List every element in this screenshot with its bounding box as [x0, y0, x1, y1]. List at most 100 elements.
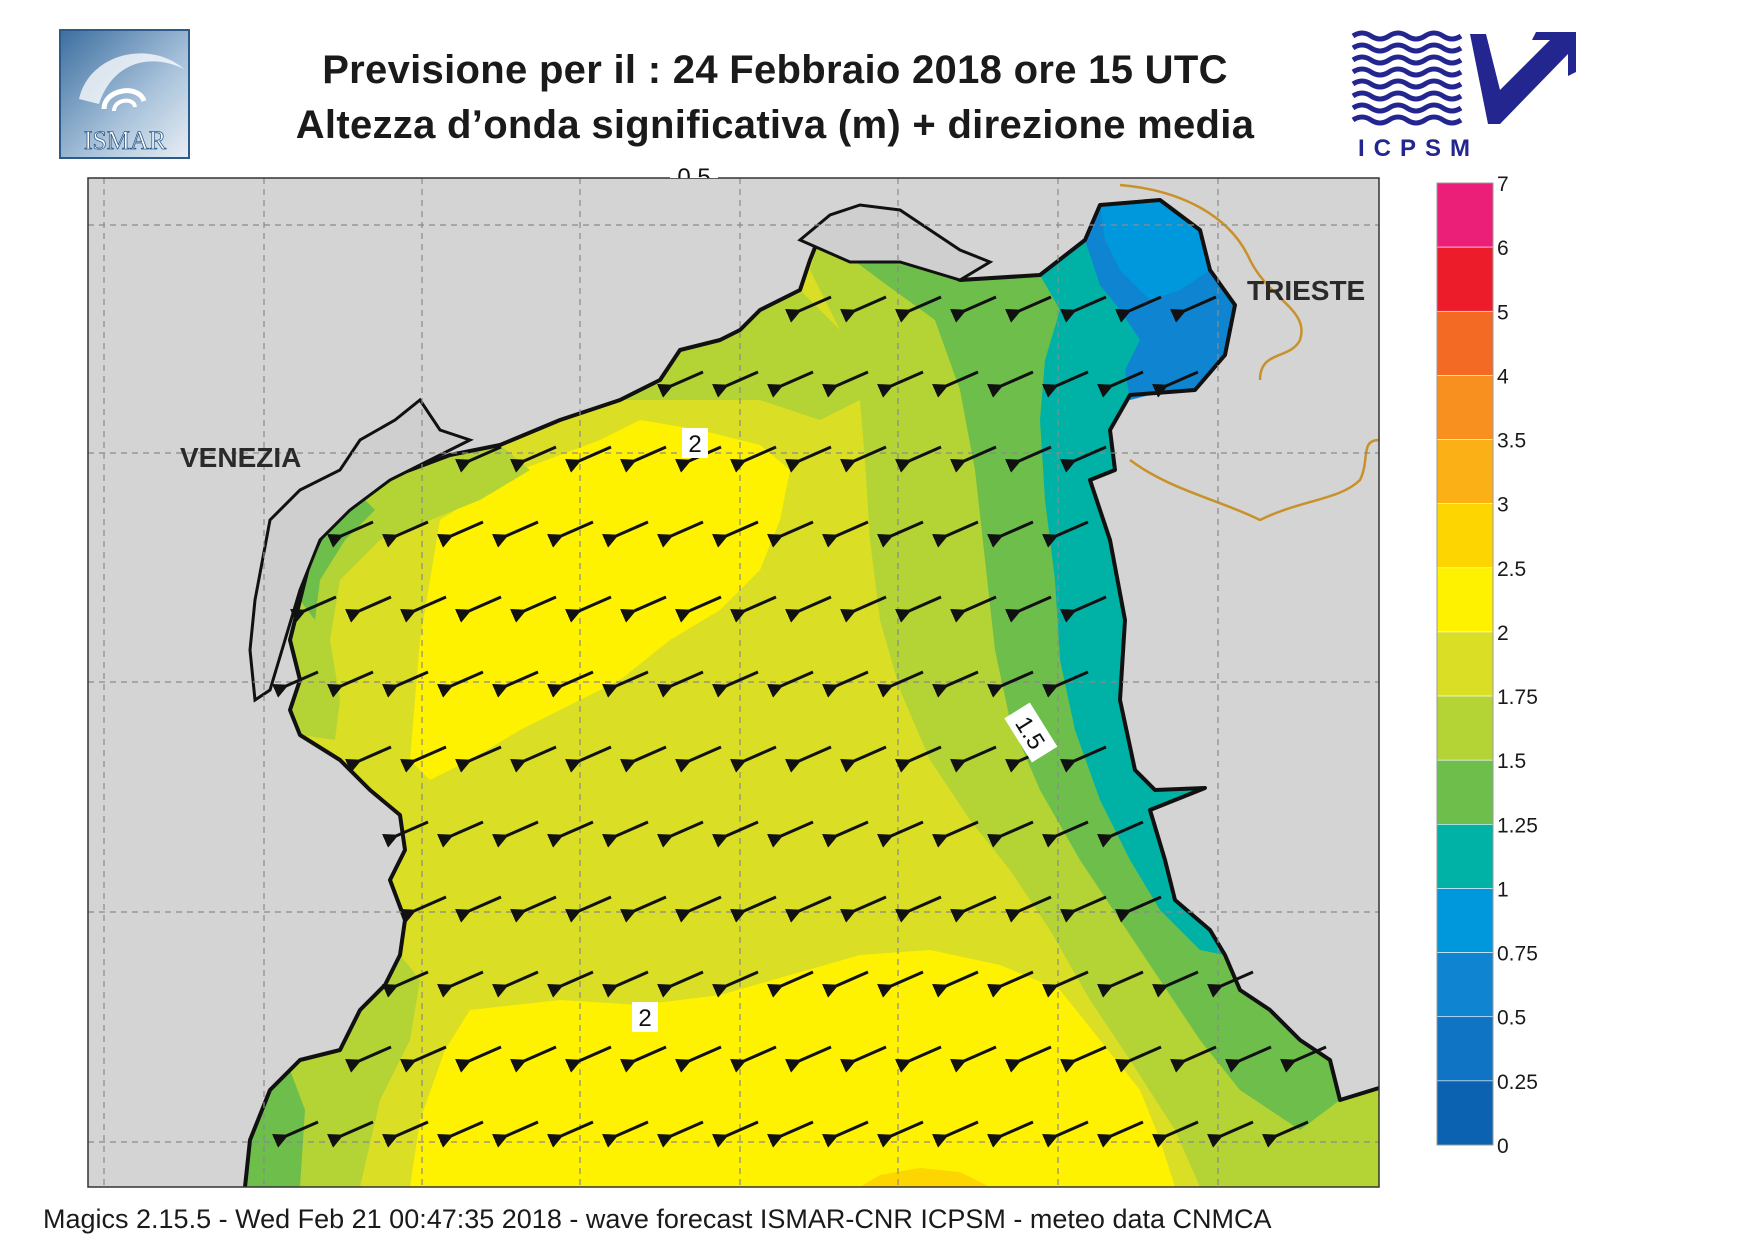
colorbar-swatch	[1436, 824, 1494, 889]
direction-arrow	[986, 520, 1034, 548]
direction-arrow	[1041, 520, 1089, 548]
variable-title: Altezza d’onda significativa (m) + direz…	[295, 103, 1255, 147]
direction-arrow	[894, 1045, 942, 1073]
ismar-logo-text: ISMAR	[84, 126, 167, 155]
direction-arrow	[1004, 895, 1052, 923]
direction-arrow	[1004, 595, 1052, 623]
direction-arrow	[344, 1045, 392, 1073]
map-frame	[87, 177, 1380, 1188]
direction-arrow	[326, 520, 374, 548]
direction-arrow	[436, 1120, 484, 1148]
direction-arrow	[821, 370, 869, 398]
direction-arrow	[491, 970, 539, 998]
direction-arrow	[674, 895, 722, 923]
direction-arrow	[271, 670, 319, 698]
direction-arrow	[876, 1120, 924, 1148]
svg-text:2: 2	[688, 431, 701, 458]
direction-arrow	[619, 745, 667, 773]
direction-arrow	[546, 820, 594, 848]
direction-arrow	[1151, 370, 1199, 398]
colorbar-tick-label: 2	[1497, 622, 1509, 645]
grado-lagoon	[797, 203, 994, 282]
direction-arrow	[601, 520, 649, 548]
direction-arrow	[1059, 295, 1107, 323]
direction-arrow	[894, 895, 942, 923]
direction-arrow	[399, 1045, 447, 1073]
direction-arrow	[839, 895, 887, 923]
direction-arrow	[454, 595, 502, 623]
direction-arrow	[949, 595, 997, 623]
direction-arrow	[546, 970, 594, 998]
direction-arrow	[729, 1045, 777, 1073]
direction-arrow	[1059, 895, 1107, 923]
direction-arrow	[986, 670, 1034, 698]
direction-arrow	[344, 595, 392, 623]
direction-arrow	[821, 520, 869, 548]
direction-arrow	[564, 1045, 612, 1073]
colorbar-tick-label: 3	[1497, 494, 1509, 517]
direction-arrow	[619, 445, 667, 473]
direction-arrow	[1004, 295, 1052, 323]
direction-arrow	[399, 595, 447, 623]
colorbar-tick-label: 1.5	[1497, 750, 1526, 773]
direction-arrow	[436, 820, 484, 848]
direction-arrow	[601, 1120, 649, 1148]
contour-label-2-south: 2	[632, 1002, 658, 1032]
direction-arrow	[876, 520, 924, 548]
direction-arrow	[436, 520, 484, 548]
colorbar-swatch	[1436, 952, 1494, 1018]
colorbar-tick-label: 1	[1497, 878, 1509, 901]
border-line	[1119, 183, 1379, 522]
direction-arrow	[986, 820, 1034, 848]
direction-arrow	[1059, 595, 1107, 623]
direction-arrow	[931, 820, 979, 848]
direction-arrow	[601, 670, 649, 698]
direction-arrow	[766, 370, 814, 398]
direction-arrow	[344, 745, 392, 773]
direction-arrow	[949, 445, 997, 473]
direction-arrow	[931, 970, 979, 998]
direction-arrow	[564, 745, 612, 773]
direction-arrow	[821, 820, 869, 848]
direction-arrow	[1224, 1045, 1272, 1073]
direction-arrow	[1041, 820, 1089, 848]
direction-arrow	[711, 520, 759, 548]
direction-arrow	[454, 745, 502, 773]
direction-arrow	[491, 670, 539, 698]
colorbar-swatch	[1436, 695, 1494, 761]
direction-arrow	[729, 895, 777, 923]
direction-arrow	[674, 745, 722, 773]
direction-arrow	[876, 670, 924, 698]
contour-label-1.5: 1.5	[1004, 702, 1058, 763]
direction-arrow	[876, 970, 924, 998]
direction-arrow	[766, 820, 814, 848]
direction-arrow	[454, 895, 502, 923]
direction-arrow	[491, 1120, 539, 1148]
direction-arrow	[986, 1120, 1034, 1148]
direction-arrow	[1114, 1045, 1162, 1073]
direction-arrow	[1059, 1045, 1107, 1073]
direction-arrow	[1096, 970, 1144, 998]
direction-arrow	[766, 670, 814, 698]
direction-arrow	[656, 970, 704, 998]
direction-arrow	[1004, 1045, 1052, 1073]
direction-arrow	[436, 970, 484, 998]
colorbar-swatch	[1436, 182, 1494, 248]
direction-arrow	[821, 970, 869, 998]
direction-arrow	[784, 595, 832, 623]
direction-arrow	[949, 895, 997, 923]
band-1.25-1.5-sw	[245, 1070, 305, 1187]
direction-arrow	[1206, 1120, 1254, 1148]
direction-arrow	[766, 970, 814, 998]
direction-arrow	[564, 895, 612, 923]
direction-arrow	[986, 370, 1034, 398]
direction-arrow	[1041, 670, 1089, 698]
colorbar-swatch	[1436, 888, 1494, 953]
direction-arrow	[509, 1045, 557, 1073]
direction-arrow	[1059, 445, 1107, 473]
colorbar-tick-label: 1.25	[1497, 814, 1538, 837]
direction-arrow	[766, 520, 814, 548]
direction-arrow	[1096, 370, 1144, 398]
direction-arrow	[491, 520, 539, 548]
